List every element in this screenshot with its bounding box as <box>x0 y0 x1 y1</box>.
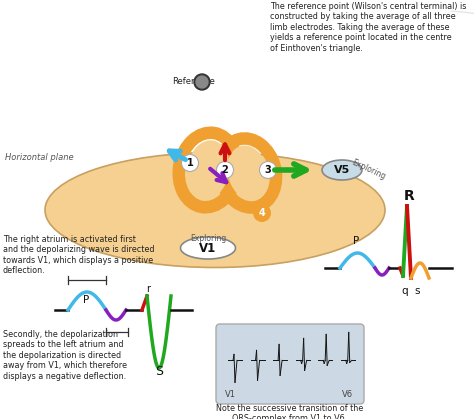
Text: The right atrium is activated first
and the depolarizing wave is directed
toward: The right atrium is activated first and … <box>3 235 155 275</box>
Text: 3: 3 <box>264 165 272 175</box>
Text: P: P <box>353 236 359 246</box>
Text: V5: V5 <box>334 165 350 175</box>
Text: The reference point (Wilson's central terminal) is
constructed by taking the ave: The reference point (Wilson's central te… <box>270 2 466 53</box>
Circle shape <box>182 155 199 171</box>
Circle shape <box>217 161 234 178</box>
Text: V1: V1 <box>225 390 236 398</box>
Text: q: q <box>401 286 408 296</box>
Ellipse shape <box>228 145 269 201</box>
Ellipse shape <box>45 153 385 267</box>
Text: R: R <box>404 189 414 203</box>
Text: Secondly, the depolarization
spreads to the left atrium and
the depolarization i: Secondly, the depolarization spreads to … <box>3 330 127 380</box>
Circle shape <box>196 76 208 88</box>
Circle shape <box>259 161 276 178</box>
Circle shape <box>194 74 210 90</box>
Text: Note the successive transition of the
QRS-complex from V1 to V6.: Note the successive transition of the QR… <box>216 404 364 419</box>
Text: S: S <box>155 365 163 378</box>
Text: 1: 1 <box>187 158 193 168</box>
Text: 2: 2 <box>222 165 228 175</box>
Text: r: r <box>146 284 150 294</box>
Text: V6: V6 <box>342 390 354 398</box>
Text: s: s <box>414 286 420 296</box>
Text: Exploring: Exploring <box>190 234 226 243</box>
Text: 4: 4 <box>259 208 265 218</box>
Text: V1: V1 <box>200 241 217 254</box>
Ellipse shape <box>187 140 229 200</box>
Text: Exploring: Exploring <box>350 158 387 181</box>
Text: P: P <box>83 295 89 305</box>
Polygon shape <box>220 155 240 190</box>
Text: Horizontal plane: Horizontal plane <box>5 153 73 163</box>
Text: Reference: Reference <box>172 78 215 86</box>
FancyBboxPatch shape <box>216 324 364 404</box>
Ellipse shape <box>322 160 362 180</box>
Ellipse shape <box>181 237 236 259</box>
Circle shape <box>253 204 271 222</box>
